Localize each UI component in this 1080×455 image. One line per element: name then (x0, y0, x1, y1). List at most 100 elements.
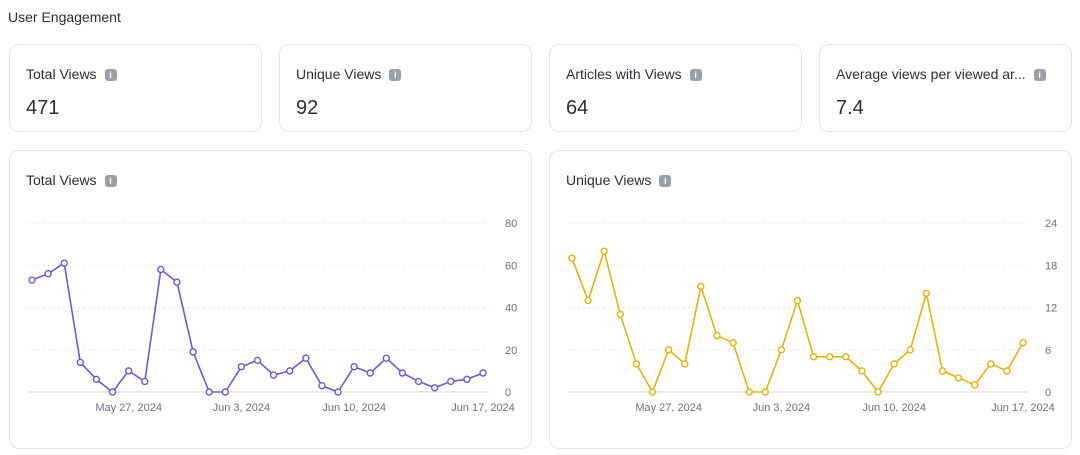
data-point (302, 354, 310, 362)
data-point (318, 381, 326, 390)
y-tick-label: 0 (505, 387, 511, 399)
info-icon[interactable]: i (104, 175, 117, 187)
data-point (414, 377, 423, 386)
unique-views-chart: 0 6 12 18 24 May 27, 2024 Jun 3, 2024 Jun 10, 2… (568, 218, 1057, 414)
data-point (890, 360, 898, 368)
info-icon[interactable]: i (104, 69, 117, 81)
data-point (826, 353, 834, 361)
kpi-card-unique-views: Unique Views i 92 (279, 44, 532, 132)
kpi-label: Unique Views i (296, 66, 402, 82)
data-point (447, 377, 455, 386)
data-point (616, 310, 625, 319)
y-tick-label: 0 (1045, 387, 1051, 399)
data-point (681, 360, 689, 368)
y-tick-label: 80 (505, 218, 517, 230)
data-point (334, 388, 342, 396)
data-point (809, 353, 818, 361)
y-tick-label: 12 (1045, 303, 1057, 315)
x-tick-label: Jun 17, 2024 (991, 402, 1055, 414)
data-point (205, 388, 213, 396)
data-point (664, 346, 673, 354)
data-point (1003, 367, 1011, 375)
y-tick-label: 60 (505, 260, 517, 272)
data-point (745, 388, 753, 396)
kpi-value: 92 (296, 97, 319, 119)
y-tick-label: 24 (1045, 218, 1057, 230)
x-tick-label: Jun 3, 2024 (213, 402, 271, 414)
data-point (108, 388, 117, 396)
section-title: User Engagement (8, 9, 121, 25)
y-tick-label: 20 (505, 345, 517, 357)
data-point (141, 377, 149, 386)
data-point (584, 296, 592, 305)
data-point (970, 381, 979, 389)
data-point (157, 265, 165, 274)
data-point (874, 388, 882, 396)
data-point (729, 339, 737, 347)
data-point (600, 247, 608, 255)
data-point (60, 259, 68, 267)
data-point (906, 346, 914, 354)
kpi-card-total-views: Total Views i 471 (9, 44, 262, 132)
data-point (430, 384, 439, 392)
x-tick-label: Jun 3, 2024 (753, 402, 811, 414)
info-icon[interactable]: i (1033, 69, 1046, 81)
y-tick-label: 6 (1045, 345, 1051, 357)
y-tick-label: 18 (1045, 260, 1057, 272)
data-point (922, 289, 931, 298)
data-point (479, 369, 487, 377)
kpi-label: Articles with Views i (566, 66, 702, 82)
kpi-value: 471 (26, 97, 60, 119)
data-point (269, 371, 278, 379)
data-point (697, 282, 705, 291)
data-point (1019, 339, 1027, 347)
data-point (382, 354, 391, 362)
kpi-label: Total Views i (26, 66, 117, 82)
data-point (189, 348, 197, 356)
kpi-card-articles-with-views: Articles with Views i 64 (549, 44, 802, 132)
data-point (954, 374, 963, 382)
x-tick-label: May 27, 2024 (635, 402, 702, 414)
data-point (858, 367, 866, 375)
data-point (253, 356, 262, 365)
info-icon[interactable]: i (389, 69, 402, 81)
data-point (124, 367, 133, 375)
kpi-card-average-views: Average views per viewed ar... i 7.4 (819, 44, 1072, 132)
kpi-label: Average views per viewed ar... i (836, 66, 1046, 82)
series-line (571, 250, 1024, 393)
y-tick-label: 40 (505, 303, 517, 315)
data-point (221, 388, 229, 396)
x-tick-label: Jun 10, 2024 (322, 402, 386, 414)
info-icon[interactable]: i (659, 175, 672, 187)
chart-title: Total Views i (26, 172, 117, 188)
x-tick-label: Jun 10, 2024 (862, 402, 926, 414)
data-point (938, 367, 947, 375)
data-point (28, 276, 36, 284)
data-point (92, 375, 101, 384)
data-point (713, 331, 721, 340)
data-point (648, 388, 657, 396)
data-point (173, 278, 181, 286)
chart-card-unique-views: Unique Views i 0 6 12 18 24 May 27, 2024 Jun 3,… (549, 150, 1072, 449)
chart-card-total-views: Total Views i 0 20 40 60 80 May 27, 2024 Jun 3,… (9, 150, 532, 449)
data-point (76, 358, 85, 367)
data-point (632, 360, 641, 368)
chart-title: Unique Views i (566, 172, 672, 188)
data-point (350, 362, 358, 371)
data-point (842, 353, 850, 361)
data-point (286, 367, 294, 375)
info-icon[interactable]: i (689, 69, 702, 81)
data-point (987, 360, 995, 368)
data-point (777, 346, 786, 354)
data-point (44, 269, 52, 278)
x-tick-label: May 27, 2024 (95, 402, 162, 414)
x-tick-label: Jun 17, 2024 (451, 402, 515, 414)
data-point (463, 375, 471, 384)
data-point (568, 254, 576, 262)
kpi-value: 7.4 (836, 97, 864, 119)
series-line (31, 262, 484, 393)
total-views-chart: 0 20 40 60 80 May 27, 2024 Jun 3, 2024 Jun 10, … (28, 218, 517, 414)
data-point (366, 369, 374, 377)
kpi-value: 64 (566, 97, 589, 119)
data-point (398, 369, 407, 377)
